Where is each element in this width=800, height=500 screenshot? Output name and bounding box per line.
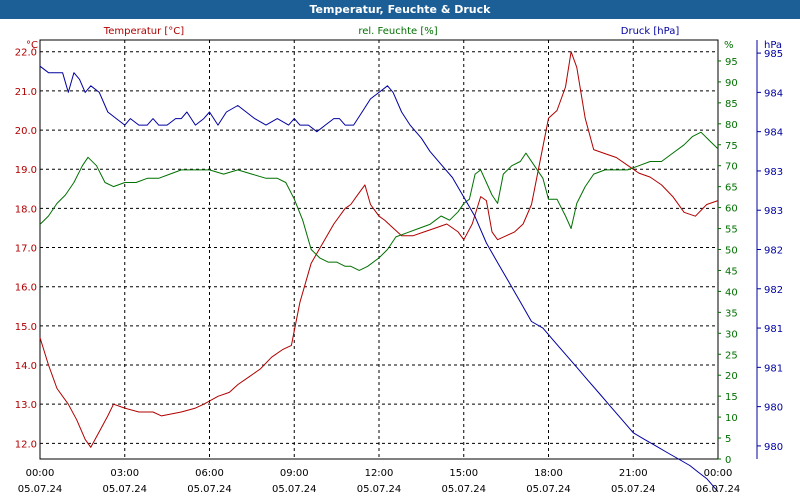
humidity-tick: 15 — [725, 392, 738, 403]
humidity-tick: 45 — [725, 266, 738, 277]
humidity-tick: 35 — [725, 308, 738, 319]
pressure-tick: 980 — [764, 442, 783, 453]
pressure-tick: 984 — [764, 128, 783, 139]
humidity-tick: 60 — [725, 204, 738, 215]
humidity-tick: 40 — [725, 287, 738, 298]
x-tick-date: 05.07.24 — [357, 484, 402, 495]
x-tick-time: 09:00 — [280, 468, 309, 479]
temperature-tick: 15.0 — [15, 322, 37, 333]
humidity-tick: 20 — [725, 371, 738, 382]
humidity-axis-title: rel. Feuchte [%] — [358, 26, 437, 37]
x-tick-time: 00:00 — [704, 468, 733, 479]
pressure-tick: 980 — [764, 403, 783, 414]
x-tick-time: 06:00 — [195, 468, 224, 479]
humidity-tick: 50 — [725, 246, 738, 257]
x-tick-time: 00:00 — [26, 468, 55, 479]
humidity-tick: 65 — [725, 183, 738, 194]
series-line-temperature — [39, 51, 719, 448]
temperature-tick: 18.0 — [15, 204, 37, 215]
window-title: Temperatur, Feuchte & Druck — [0, 0, 800, 19]
temperature-tick: 20.0 — [15, 126, 37, 137]
x-tick-date: 05.07.24 — [187, 484, 232, 495]
x-tick-time: 15:00 — [449, 468, 478, 479]
x-tick-date: 05.07.24 — [611, 484, 656, 495]
pressure-tick: 985 — [764, 49, 783, 60]
x-tick-time: 21:00 — [619, 468, 648, 479]
x-tick-date: 05.07.24 — [526, 484, 571, 495]
x-tick-date: 06.07.24 — [696, 484, 741, 495]
temperature-tick: 19.0 — [15, 165, 37, 176]
series-group — [39, 51, 719, 493]
humidity-tick: 10 — [725, 413, 738, 424]
humidity-tick: 80 — [725, 120, 738, 131]
humidity-tick: 55 — [725, 225, 738, 236]
x-tick-time: 18:00 — [534, 468, 563, 479]
pressure-tick: 984 — [764, 88, 783, 99]
pressure-tick: 982 — [764, 285, 783, 296]
x-tick-date: 05.07.24 — [441, 484, 486, 495]
pressure-unit: hPa — [764, 40, 782, 51]
temperature-tick: 14.0 — [15, 361, 37, 372]
x-tick-time: 12:00 — [365, 468, 394, 479]
humidity-tick: 0 — [725, 455, 731, 466]
humidity-tick: 90 — [725, 78, 738, 89]
pressure-tick: 983 — [764, 206, 783, 217]
x-tick-date: 05.07.24 — [272, 484, 317, 495]
pressure-axis-title: Druck [hPa] — [621, 26, 680, 37]
temperature-tick: 17.0 — [15, 244, 37, 255]
temperature-tick: 22.0 — [15, 48, 37, 59]
humidity-tick: 85 — [725, 99, 738, 110]
pressure-tick: 982 — [764, 246, 783, 257]
humidity-tick: 95 — [725, 57, 738, 68]
temperature-axis-title: Temperatur [°C] — [103, 26, 184, 37]
humidity-tick: 70 — [725, 162, 738, 173]
humidity-unit: % — [724, 40, 734, 51]
humidity-tick: 30 — [725, 329, 738, 340]
x-tick-time: 03:00 — [110, 468, 139, 479]
temperature-tick: 13.0 — [15, 400, 37, 411]
humidity-tick: 25 — [725, 350, 738, 361]
series-line-pressure — [39, 65, 719, 493]
pressure-tick: 981 — [764, 324, 783, 335]
series-line-humidity — [39, 131, 719, 271]
pressure-tick: 983 — [764, 167, 783, 178]
x-tick-date: 05.07.24 — [18, 484, 63, 495]
temperature-tick: 12.0 — [15, 439, 37, 450]
temperature-tick: 16.0 — [15, 283, 37, 294]
grid — [40, 40, 718, 459]
temperature-tick: 21.0 — [15, 87, 37, 98]
humidity-tick: 5 — [725, 434, 731, 445]
tick-labels: 00:00 05.07.24 03:00 05.07.24 06:00 05.07.24 0… — [15, 40, 783, 495]
humidity-tick: 75 — [725, 141, 738, 152]
temperature-unit: °C — [26, 40, 38, 51]
x-tick-date: 05.07.24 — [102, 484, 147, 495]
pressure-tick: 981 — [764, 363, 783, 374]
